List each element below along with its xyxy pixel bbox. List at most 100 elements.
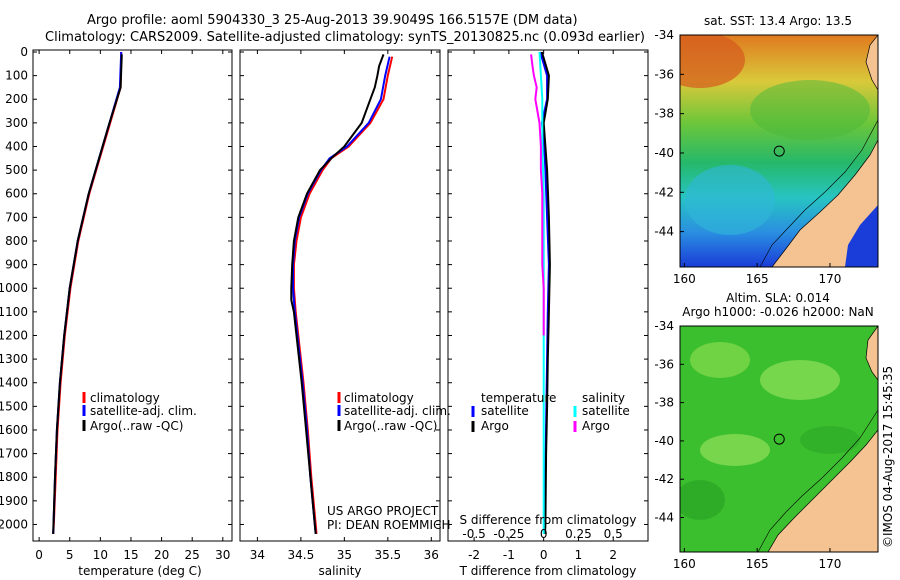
depth-tick-label: 1400 xyxy=(0,376,28,390)
pi-annotation: PI: DEAN ROEMMICH xyxy=(327,518,450,532)
legend-label-t-argo: Argo xyxy=(481,419,509,433)
lon-tick-label: 170 xyxy=(819,272,842,286)
depth-tick-label: 1300 xyxy=(0,352,28,366)
legend-label-climatology-s: climatology xyxy=(344,391,414,405)
depth-tick-label: 1600 xyxy=(0,423,28,437)
legend-label-s-satellite: satellite xyxy=(582,404,630,418)
salinity-legend: climatology satellite-adj. clim. Argo(..… xyxy=(337,391,451,433)
x-tick-label: -1 xyxy=(503,548,515,562)
figure-title-line-2: Climatology: CARS2009. Satellite-adjuste… xyxy=(45,30,645,45)
series-line-temperature-argo xyxy=(540,51,551,534)
sla-patch-2 xyxy=(760,360,840,400)
temperature-legend: climatology satellite-adj. clim. Argo(..… xyxy=(82,391,197,433)
lat-tick-label: -38 xyxy=(654,396,674,410)
x-tick-label: 36 xyxy=(424,548,439,562)
x-tick-label: 1 xyxy=(575,548,583,562)
x-tick-label: 35 xyxy=(337,548,352,562)
depth-tick-label: 1500 xyxy=(0,399,28,413)
legend-label-argo: Argo(..raw -QC) xyxy=(90,419,183,433)
lon-tick-label: 165 xyxy=(746,272,769,286)
lon-tick-label: 160 xyxy=(673,557,696,571)
salinity-panel-frame xyxy=(239,49,441,542)
salinity-axis-label: salinity xyxy=(318,564,361,578)
temperature-x-axis: 0 5 10 15 20 25 30 xyxy=(35,50,230,562)
x-tick-label: 10 xyxy=(93,548,108,562)
lat-tick-label: -40 xyxy=(654,146,674,160)
lat-tick-label: -42 xyxy=(654,472,674,486)
x-tick-label: 20 xyxy=(154,548,169,562)
depth-tick-label: 1700 xyxy=(0,447,28,461)
difference-series-group xyxy=(530,51,551,534)
lat-tick-label: -44 xyxy=(654,225,674,239)
sst-deep-water xyxy=(845,205,878,267)
sla-map-title-2: Argo h1000: -0.026 h2000: NaN xyxy=(682,305,874,319)
series-line-satellite-adj-clim- xyxy=(292,56,391,534)
sla-land xyxy=(767,429,878,552)
sla-patch-3 xyxy=(700,434,770,466)
argo-location-marker-sst xyxy=(773,145,785,157)
sla-map xyxy=(680,326,878,552)
series-line-salinity-argo xyxy=(530,54,545,336)
depth-tick-label: 1900 xyxy=(0,494,28,508)
depth-tick-label: 400 xyxy=(5,139,28,153)
lat-tick-label: -44 xyxy=(654,511,674,525)
lat-tick-label: -38 xyxy=(654,107,674,121)
temperature-difference-label: T difference from climatology xyxy=(459,564,637,578)
argo-location-marker-sla xyxy=(773,433,785,445)
temperature-axis-label: temperature (deg C) xyxy=(78,564,201,578)
lat-tick-label: -36 xyxy=(654,357,674,371)
x-tick-label: 0 xyxy=(35,548,43,562)
depth-tick-label: 200 xyxy=(5,92,28,106)
depth-tick-label: 900 xyxy=(5,258,28,272)
depth-tick-label: 100 xyxy=(5,69,28,83)
legend-label-satellite-s: satellite-adj. clim. xyxy=(344,404,451,418)
lon-tick-label: 170 xyxy=(819,557,842,571)
depth-tick-label: 300 xyxy=(5,116,28,130)
sst-map-axes: -34 -36 -38 -40 -42 -44 160 165 170 xyxy=(654,28,841,286)
legend-heading-temperature: temperature xyxy=(481,391,556,405)
depth-tick-label: 1000 xyxy=(0,281,28,295)
sst-land xyxy=(771,139,878,267)
salinity-difference-axis: -0.5 -0.25 0 0.25 0.5 xyxy=(462,527,622,541)
x-tick-label: 34 xyxy=(250,548,265,562)
legend-heading-salinity: salinity xyxy=(582,391,625,405)
depth-tick-label: 1200 xyxy=(0,328,28,342)
sla-map-axes: -34 -36 -38 -40 -42 -44 160 165 170 xyxy=(654,319,841,571)
x-tick-label: 25 xyxy=(185,548,200,562)
sla-map-frame xyxy=(679,325,879,553)
sst-map-title: sat. SST: 13.4 Argo: 13.5 xyxy=(704,14,852,28)
salinity-difference-label: S difference from climatology xyxy=(460,513,637,527)
lat-tick-label: -34 xyxy=(654,319,674,333)
legend-label-t-satellite: satellite xyxy=(481,404,529,418)
x-tick-label: 15 xyxy=(123,548,138,562)
x-tick-label: 30 xyxy=(215,548,230,562)
depth-tick-label: 800 xyxy=(5,234,28,248)
figure-title-line-1: Argo profile: aoml 5904330_3 25-Aug-2013… xyxy=(87,13,578,28)
sst-warm-patch xyxy=(680,35,745,88)
legend-label-s-argo: Argo xyxy=(582,419,610,433)
sla-patch-4 xyxy=(680,480,725,520)
sla-isobath xyxy=(757,409,878,552)
legend-label-argo-s: Argo(..raw -QC) xyxy=(344,419,437,433)
sla-land-top xyxy=(865,326,878,381)
lat-tick-label: -36 xyxy=(654,67,674,81)
s-tick-label: 0.25 xyxy=(565,527,592,541)
temperature-series-group xyxy=(52,51,123,534)
imos-credit: ©IMOS 04-Aug-2017 15:45:35 xyxy=(881,366,895,548)
project-annotation: US ARGO PROJECT xyxy=(327,504,439,518)
sla-patch-1 xyxy=(690,342,750,378)
x-tick-label: 5 xyxy=(66,548,74,562)
lat-tick-label: -42 xyxy=(654,185,674,199)
lon-tick-label: 160 xyxy=(673,272,696,286)
difference-panel-frame xyxy=(447,49,649,542)
depth-tick-label: 2000 xyxy=(0,517,28,531)
depth-tick-label: 500 xyxy=(5,163,28,177)
sla-patch-5 xyxy=(800,426,860,454)
depth-axis: 0 100 200 300 400 500 600 700 800 900 1000 1100 1200… xyxy=(0,45,648,531)
legend-label-climatology: climatology xyxy=(90,391,160,405)
sst-isobath xyxy=(759,119,878,267)
sst-land-top xyxy=(865,35,878,91)
sla-map-title-1: Altim. SLA: 0.014 xyxy=(726,291,830,305)
s-tick-label: 0.5 xyxy=(604,527,623,541)
legend-label-satellite: satellite-adj. clim. xyxy=(90,404,197,418)
